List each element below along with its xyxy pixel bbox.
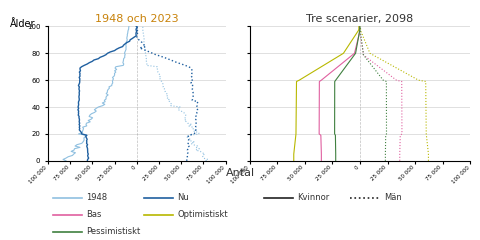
- Title: 1948 och 2023: 1948 och 2023: [95, 14, 179, 24]
- Text: Optimistiskt: Optimistiskt: [178, 210, 228, 219]
- Text: Kvinnor: Kvinnor: [298, 193, 330, 203]
- Text: Nu: Nu: [178, 193, 189, 203]
- Text: Bas: Bas: [86, 210, 102, 219]
- Text: Antal: Antal: [226, 168, 254, 178]
- Y-axis label: Ålder: Ålder: [11, 19, 36, 29]
- Title: Tre scenarier, 2098: Tre scenarier, 2098: [306, 14, 414, 24]
- Text: 1948: 1948: [86, 193, 108, 203]
- Text: Män: Män: [384, 193, 402, 203]
- Text: Pessimistiskt: Pessimistiskt: [86, 227, 141, 236]
